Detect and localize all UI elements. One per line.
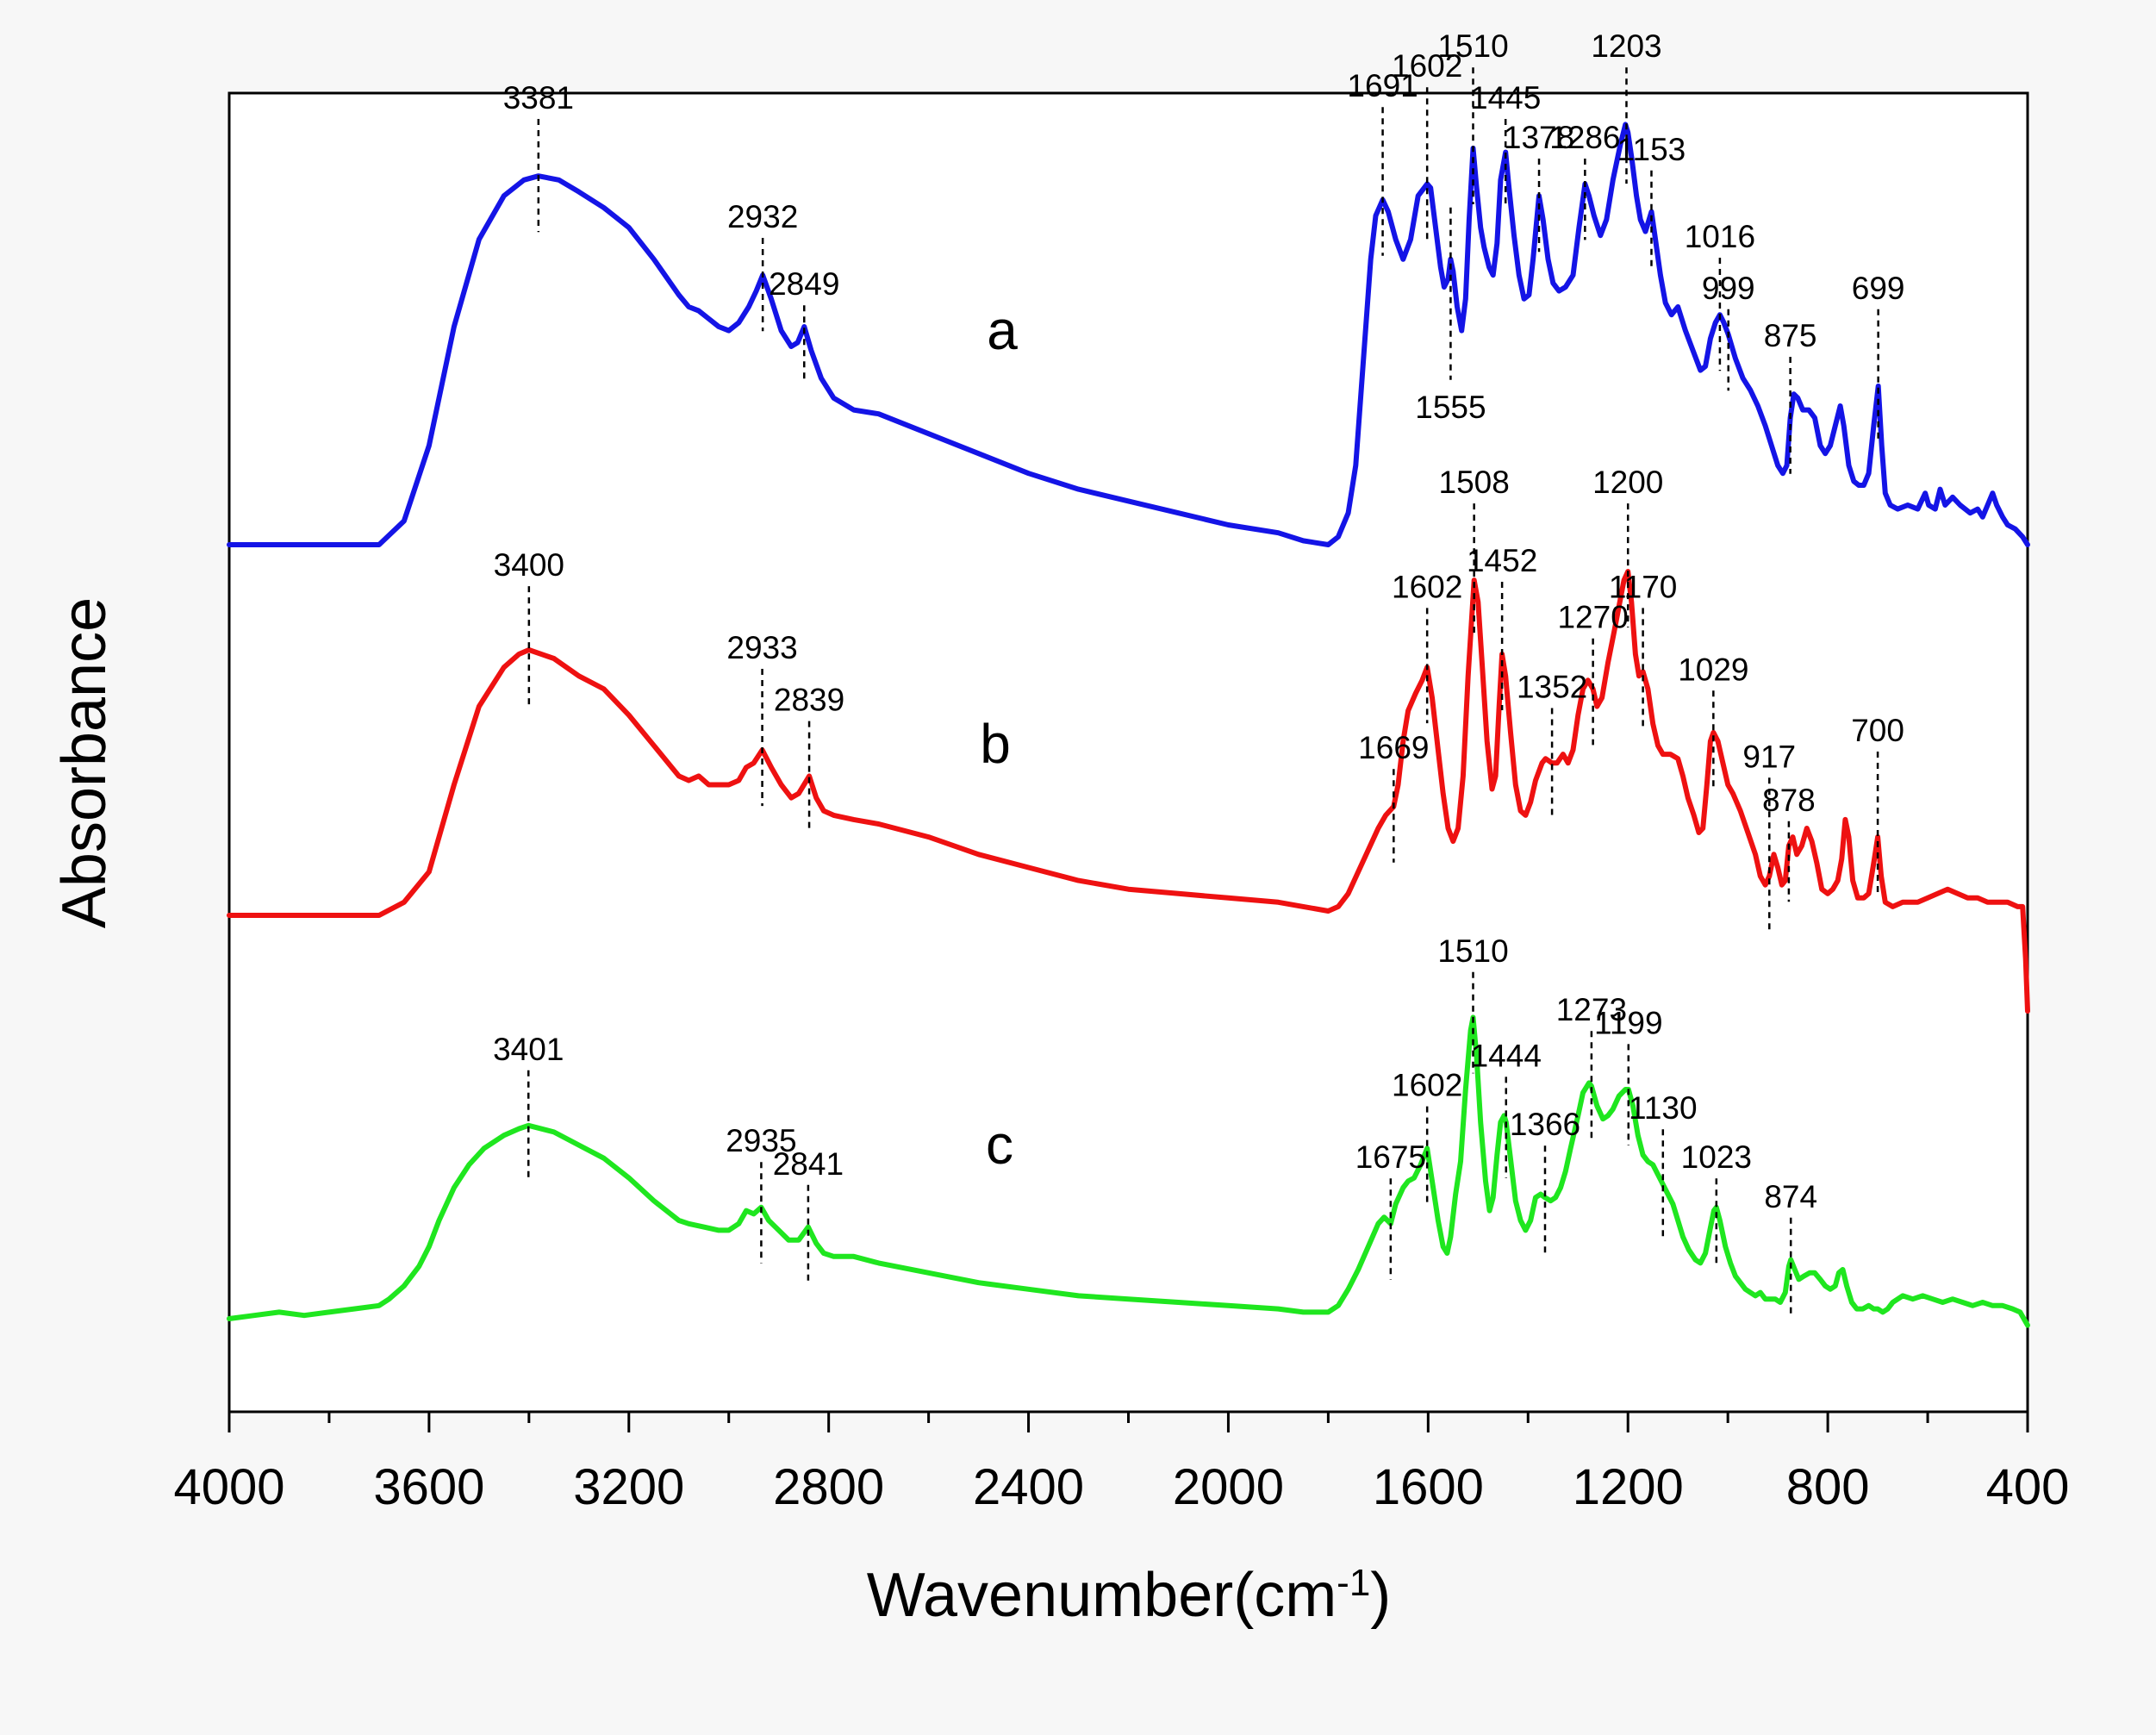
peak-label: 1378 bbox=[1504, 120, 1574, 155]
peak-label: 2932 bbox=[727, 199, 798, 234]
x-tick-label: 3200 bbox=[573, 1459, 684, 1515]
peak-label: 1170 bbox=[1609, 569, 1678, 604]
peak-label: 1602 bbox=[1392, 1068, 1462, 1103]
peak-label: 875 bbox=[1764, 318, 1817, 353]
peak-label: 2935 bbox=[726, 1123, 796, 1158]
x-tick-label: 2800 bbox=[773, 1459, 884, 1515]
x-axis-title-superscript: -1 bbox=[1337, 1562, 1370, 1604]
series-label-c: c bbox=[986, 1114, 1013, 1176]
x-tick-label: 1600 bbox=[1373, 1459, 1484, 1515]
peak-label: 1555 bbox=[1415, 390, 1486, 425]
x-axis-tick-labels: 4000 3600 3200 2800 2400 2000 1600 1200 800 400 bbox=[173, 1459, 2069, 1515]
peak-label: 700 bbox=[1851, 713, 1904, 748]
series-label-a: a bbox=[987, 299, 1018, 361]
peak-label: 2933 bbox=[726, 630, 797, 665]
x-tick-label: 400 bbox=[1986, 1459, 2070, 1515]
peak-label: 1510 bbox=[1437, 28, 1508, 64]
x-axis-title-main: Wavenumber(cm bbox=[867, 1561, 1337, 1630]
peak-label: 1510 bbox=[1437, 933, 1508, 969]
spectrum-line-a bbox=[227, 122, 2030, 547]
spectrum-line-c bbox=[227, 1014, 2030, 1328]
peak-label: 1691 bbox=[1347, 68, 1418, 103]
x-tick-label: 1200 bbox=[1573, 1459, 1684, 1515]
x-axis-title-close: ) bbox=[1370, 1561, 1391, 1630]
peak-label: 2849 bbox=[769, 266, 839, 302]
peak-label: 1016 bbox=[1685, 219, 1755, 254]
x-tick-label: 2000 bbox=[1173, 1459, 1284, 1515]
peak-label: 1669 bbox=[1358, 730, 1429, 765]
peak-label: 1286 bbox=[1549, 120, 1620, 155]
peak-label: 1508 bbox=[1439, 465, 1510, 500]
x-axis-ticks bbox=[227, 1412, 2029, 1432]
peak-label: 1602 bbox=[1392, 48, 1462, 84]
peak-label: 917 bbox=[1742, 739, 1796, 774]
peak-label: 1366 bbox=[1510, 1107, 1580, 1142]
y-axis-title: Absorbance bbox=[50, 597, 119, 928]
peak-label: 1130 bbox=[1629, 1090, 1698, 1126]
peak-label: 3401 bbox=[493, 1032, 564, 1067]
peak-label: 1444 bbox=[1471, 1038, 1542, 1073]
x-axis-title: Wavenumber(cm-1) bbox=[867, 1561, 1392, 1630]
series-label-b: b bbox=[980, 713, 1011, 775]
peak-label: 1602 bbox=[1392, 569, 1462, 604]
peak-label: 1445 bbox=[1470, 80, 1541, 115]
peak-label: 999 bbox=[1702, 271, 1755, 306]
x-tick-label: 800 bbox=[1786, 1459, 1870, 1515]
peak-label: 699 bbox=[1852, 271, 1905, 306]
peak-label: 2841 bbox=[773, 1146, 844, 1182]
peak-label: 1273 bbox=[1556, 992, 1627, 1027]
peak-label: 878 bbox=[1762, 783, 1816, 818]
series-layer bbox=[227, 122, 2030, 1328]
peak-label: 1029 bbox=[1678, 652, 1748, 687]
peak-label: 3381 bbox=[503, 80, 574, 115]
peak-label: 1199 bbox=[1594, 1005, 1663, 1040]
peak-label: 1675 bbox=[1355, 1139, 1426, 1175]
spectrum-line-b bbox=[227, 569, 2030, 1014]
peak-label: 2839 bbox=[774, 683, 844, 718]
peak-label: 1452 bbox=[1467, 543, 1537, 578]
peak-label: 1200 bbox=[1592, 465, 1663, 500]
peak-annotations: a338129322849169116021555151014451378128… bbox=[493, 28, 1905, 1316]
x-tick-label: 4000 bbox=[173, 1459, 284, 1515]
peak-label: 3400 bbox=[494, 547, 564, 583]
x-tick-label: 2400 bbox=[973, 1459, 1084, 1515]
peak-label: 1203 bbox=[1591, 28, 1661, 64]
x-tick-label: 3600 bbox=[373, 1459, 484, 1515]
peak-label: 1270 bbox=[1557, 600, 1628, 635]
peak-label: 1023 bbox=[1681, 1139, 1752, 1175]
peak-label: 1352 bbox=[1517, 670, 1587, 705]
peak-label: 1153 bbox=[1617, 132, 1686, 167]
peak-label: 874 bbox=[1764, 1179, 1817, 1214]
